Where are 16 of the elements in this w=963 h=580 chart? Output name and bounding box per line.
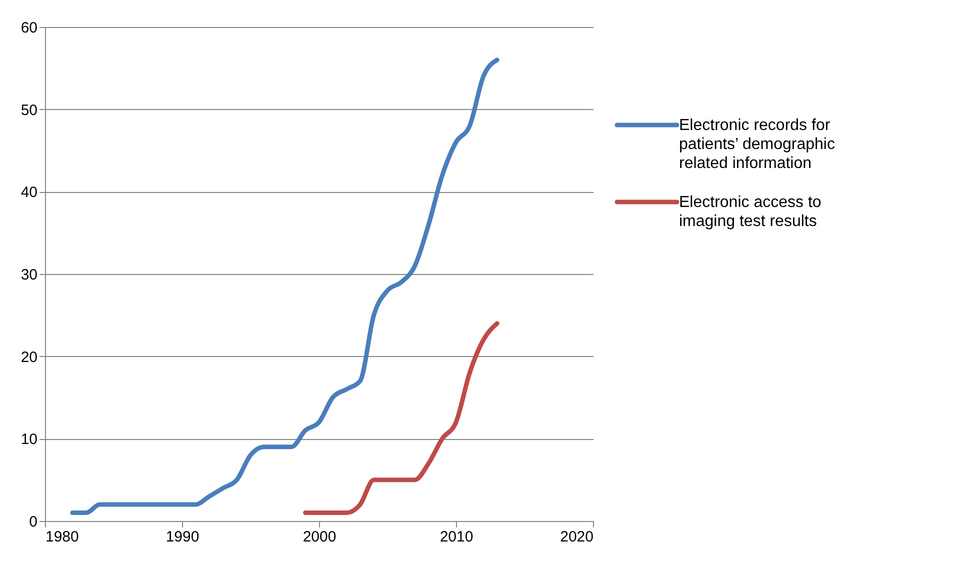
line-series — [303, 321, 500, 516]
y-tick-label: 0 — [29, 514, 38, 530]
y-tick-label: 30 — [20, 266, 38, 284]
x-tick-label: 2000 — [302, 528, 336, 546]
y-tick-label: 10 — [20, 431, 38, 448]
legend-label: Electronic access to imaging test results — [679, 194, 822, 230]
line-series — [70, 58, 500, 516]
y-tick-label: 50 — [20, 102, 38, 119]
y-tick-label: 60 — [20, 20, 38, 36]
x-tick-label: 2010 — [440, 528, 474, 546]
y-tick-label: 40 — [20, 184, 38, 202]
x-tick-label: 1990 — [166, 528, 200, 546]
x-tick-label: 1980 — [46, 528, 79, 546]
y-tick-label: 20 — [20, 348, 38, 366]
legend-label: Electronic records for patients’ demographic related information — [679, 117, 835, 172]
x-tick-label: 2020 — [560, 528, 594, 546]
